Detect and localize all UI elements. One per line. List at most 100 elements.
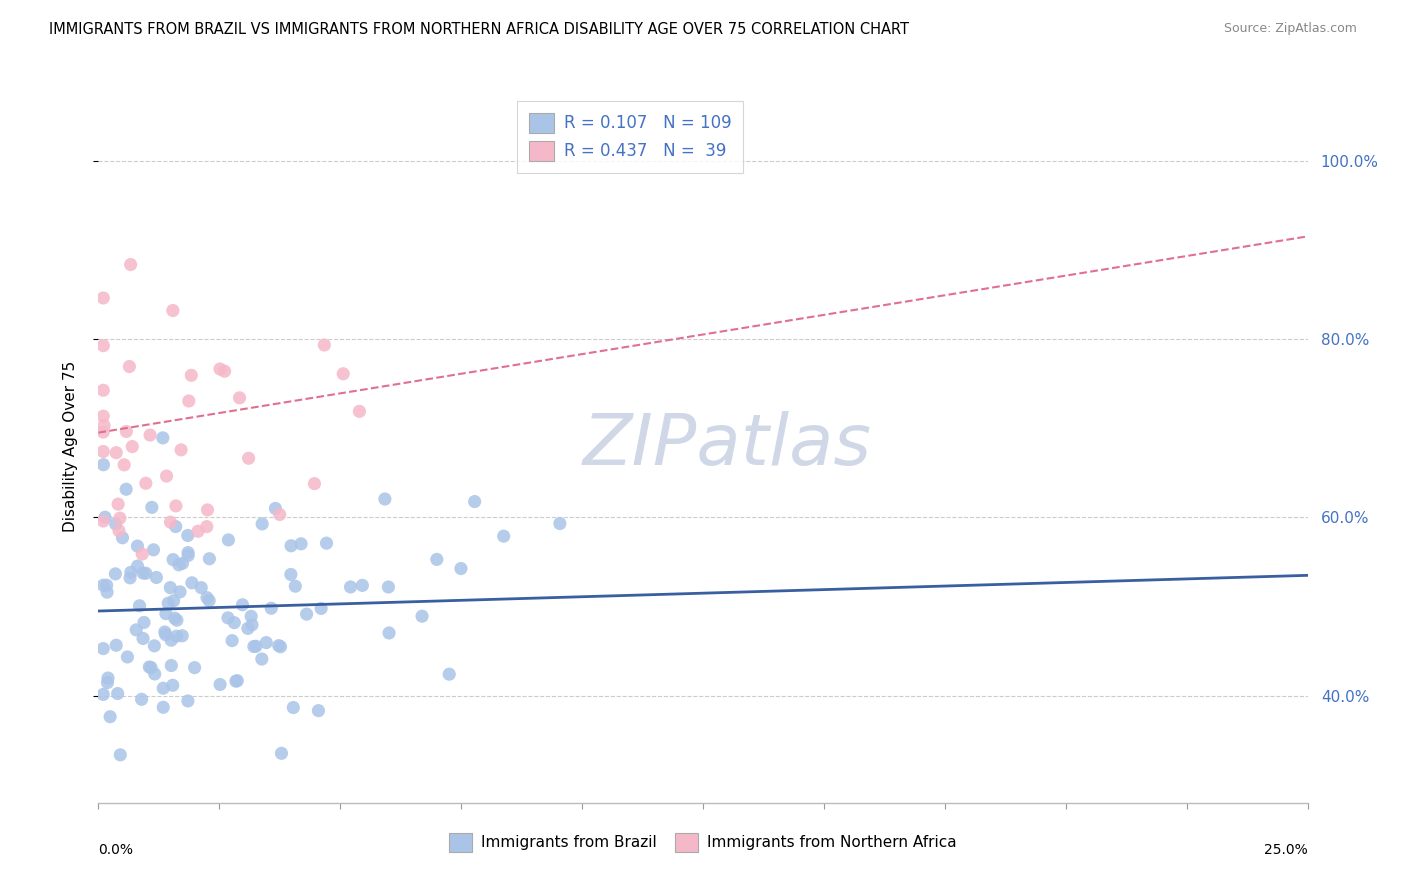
Point bbox=[115, 425, 138, 439]
Point bbox=[177, 546, 200, 560]
Point bbox=[145, 570, 167, 584]
Point bbox=[160, 633, 183, 648]
Point bbox=[314, 338, 336, 352]
Point bbox=[153, 625, 176, 640]
Point bbox=[270, 640, 292, 654]
Point bbox=[108, 524, 131, 538]
Point bbox=[180, 368, 202, 383]
Point bbox=[139, 660, 162, 674]
Point bbox=[128, 599, 150, 613]
Point bbox=[166, 629, 188, 643]
Point bbox=[93, 418, 115, 433]
Point bbox=[269, 508, 291, 522]
Point bbox=[439, 667, 461, 681]
Point bbox=[190, 581, 212, 595]
Point bbox=[108, 511, 131, 525]
Point bbox=[177, 394, 200, 409]
Point bbox=[132, 632, 155, 646]
Point bbox=[198, 551, 221, 566]
Point bbox=[309, 601, 332, 615]
Point bbox=[411, 609, 433, 624]
Point bbox=[243, 640, 266, 654]
Point bbox=[290, 537, 312, 551]
Point bbox=[183, 660, 205, 674]
Point bbox=[141, 500, 163, 515]
Point bbox=[91, 425, 114, 439]
Point bbox=[135, 566, 157, 581]
Point bbox=[181, 575, 204, 590]
Point bbox=[195, 591, 218, 605]
Point bbox=[143, 667, 166, 681]
Point bbox=[159, 515, 181, 529]
Y-axis label: Disability Age Over 75: Disability Age Over 75 bbox=[63, 360, 77, 532]
Point bbox=[240, 609, 263, 624]
Point bbox=[91, 687, 114, 701]
Point bbox=[254, 635, 277, 649]
Point bbox=[214, 364, 236, 378]
Point bbox=[131, 692, 153, 706]
Point bbox=[332, 367, 354, 381]
Point bbox=[107, 686, 129, 700]
Point bbox=[98, 709, 121, 723]
Point bbox=[231, 598, 253, 612]
Point bbox=[165, 519, 187, 533]
Point bbox=[236, 621, 259, 635]
Point bbox=[177, 528, 200, 542]
Text: Source: ZipAtlas.com: Source: ZipAtlas.com bbox=[1223, 22, 1357, 36]
Point bbox=[250, 516, 273, 531]
Point bbox=[112, 458, 135, 472]
Point bbox=[221, 633, 243, 648]
Point bbox=[267, 639, 290, 653]
Point bbox=[264, 501, 287, 516]
Point bbox=[91, 384, 114, 398]
Point bbox=[162, 594, 184, 608]
Point bbox=[120, 258, 142, 272]
Point bbox=[91, 444, 114, 458]
Point bbox=[96, 578, 118, 592]
Point bbox=[240, 617, 263, 632]
Point bbox=[162, 552, 184, 566]
Point bbox=[159, 581, 181, 595]
Point bbox=[250, 652, 273, 666]
Point bbox=[270, 747, 292, 761]
Point bbox=[110, 747, 132, 762]
Point bbox=[167, 558, 190, 572]
Point bbox=[127, 559, 149, 574]
Point bbox=[155, 627, 177, 641]
Point bbox=[155, 469, 177, 483]
Point bbox=[280, 539, 302, 553]
Point bbox=[115, 482, 138, 496]
Point bbox=[143, 639, 166, 653]
Point bbox=[224, 615, 246, 630]
Point bbox=[217, 533, 239, 547]
Point bbox=[245, 640, 267, 654]
Point bbox=[118, 359, 141, 374]
Point bbox=[238, 451, 260, 466]
Point bbox=[169, 585, 191, 599]
Point bbox=[226, 673, 249, 688]
Point bbox=[104, 516, 127, 531]
Point bbox=[198, 593, 221, 607]
Point bbox=[225, 674, 247, 689]
Point bbox=[120, 571, 142, 585]
Point bbox=[120, 566, 142, 580]
Point bbox=[374, 491, 396, 506]
Point bbox=[91, 338, 114, 352]
Point bbox=[91, 578, 114, 592]
Point bbox=[104, 566, 127, 581]
Point bbox=[155, 607, 177, 621]
Point bbox=[228, 391, 250, 405]
Point bbox=[107, 497, 129, 511]
Point bbox=[377, 580, 399, 594]
Point bbox=[160, 658, 183, 673]
Point bbox=[93, 458, 115, 472]
Point bbox=[94, 510, 117, 524]
Point bbox=[260, 601, 283, 615]
Point bbox=[121, 440, 143, 454]
Point bbox=[283, 700, 305, 714]
Point bbox=[307, 704, 329, 718]
Point bbox=[165, 499, 187, 513]
Point bbox=[426, 552, 449, 566]
Point bbox=[132, 615, 155, 630]
Point bbox=[172, 629, 194, 643]
